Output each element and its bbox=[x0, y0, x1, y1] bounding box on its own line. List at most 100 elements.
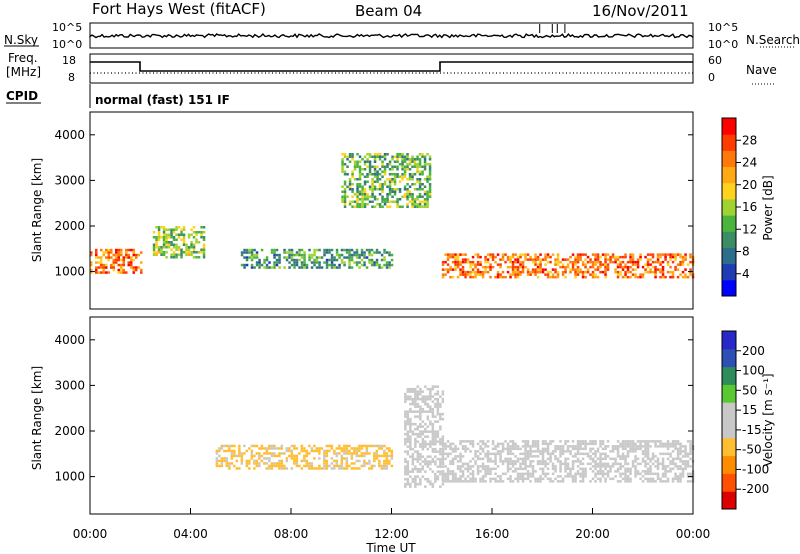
power-cell bbox=[200, 236, 203, 239]
power-cell bbox=[380, 253, 384, 257]
velocity-cell bbox=[594, 467, 597, 471]
power-cell bbox=[265, 256, 269, 259]
power-colorbar-tick-label: 20 bbox=[742, 178, 757, 192]
power-cell bbox=[350, 248, 354, 252]
velocity-cell bbox=[531, 475, 535, 478]
velocity-colorbar-tick-label: -200 bbox=[742, 482, 769, 496]
power-cell bbox=[250, 253, 254, 257]
power-cell bbox=[338, 266, 341, 269]
power-cell bbox=[423, 163, 427, 166]
velocity-cell bbox=[494, 462, 497, 466]
power-cell bbox=[544, 268, 547, 271]
velocity-cell bbox=[549, 457, 552, 461]
velocity-cell bbox=[506, 470, 510, 473]
velocity-cell bbox=[404, 482, 407, 486]
velocity-cell bbox=[629, 470, 632, 473]
velocity-cell bbox=[340, 464, 344, 468]
velocity-cell bbox=[601, 475, 605, 478]
velocity-cell bbox=[441, 472, 445, 476]
velocity-cell bbox=[684, 465, 687, 468]
velocity-cell bbox=[434, 480, 437, 483]
power-cell bbox=[192, 251, 196, 254]
velocity-cell bbox=[404, 450, 407, 453]
power-cell bbox=[273, 248, 276, 252]
velocity-cell bbox=[534, 477, 537, 481]
power-cell bbox=[654, 273, 657, 276]
power-cell bbox=[197, 231, 201, 234]
velocity-cell bbox=[536, 440, 540, 443]
velocity-cell bbox=[646, 480, 650, 483]
velocity-cell bbox=[571, 460, 575, 463]
power-cell bbox=[444, 253, 447, 256]
velocity-cell bbox=[335, 454, 339, 458]
power-cell bbox=[167, 241, 171, 244]
velocity-cell bbox=[280, 444, 284, 448]
power-cell bbox=[273, 263, 276, 267]
velocity-cell bbox=[486, 470, 490, 473]
power-cell bbox=[333, 266, 336, 269]
velocity-cell bbox=[519, 477, 522, 481]
velocity-cell bbox=[661, 457, 665, 461]
velocity-cell bbox=[363, 452, 366, 455]
velocity-cell bbox=[584, 472, 587, 476]
velocity-cell bbox=[298, 464, 301, 468]
velocity-cell bbox=[514, 447, 517, 451]
velocity-cell bbox=[363, 464, 366, 468]
power-cell bbox=[345, 248, 349, 252]
velocity-cell bbox=[436, 385, 440, 388]
freq-label-line2: [MHz] bbox=[6, 65, 41, 79]
power-cell bbox=[549, 255, 552, 259]
power-cell bbox=[112, 258, 115, 262]
velocity-cell bbox=[318, 447, 321, 450]
power-cell bbox=[361, 168, 364, 171]
velocity-cell bbox=[626, 450, 630, 453]
velocity-cell bbox=[313, 444, 316, 448]
power-cell bbox=[348, 183, 352, 186]
velocity-cell bbox=[639, 462, 642, 466]
velocity-cell bbox=[519, 465, 522, 468]
velocity-cell bbox=[599, 470, 602, 473]
velocity-cell bbox=[388, 454, 391, 458]
velocity-cell bbox=[471, 457, 475, 461]
power-cell bbox=[516, 260, 520, 264]
velocity-cell bbox=[634, 457, 637, 461]
power-cell bbox=[526, 273, 530, 276]
velocity-cell bbox=[345, 459, 349, 463]
velocity-cell bbox=[629, 467, 632, 471]
velocity-cell bbox=[659, 442, 662, 446]
velocity-cell bbox=[624, 480, 627, 483]
power-cell bbox=[418, 183, 422, 186]
power-cell bbox=[308, 253, 311, 257]
power-cell bbox=[170, 243, 173, 246]
power-cell bbox=[426, 193, 429, 196]
velocity-cell bbox=[434, 442, 437, 446]
power-cell bbox=[315, 261, 319, 264]
velocity-cell bbox=[474, 480, 477, 483]
velocity-cell bbox=[471, 480, 475, 483]
velocity-cell bbox=[689, 452, 692, 456]
power-cell bbox=[125, 248, 128, 252]
velocity-cell bbox=[436, 465, 440, 468]
power-cell bbox=[611, 255, 615, 259]
velocity-cell bbox=[579, 445, 582, 448]
velocity-cell bbox=[566, 467, 570, 471]
velocity-cell bbox=[426, 415, 430, 418]
velocity-cell bbox=[409, 470, 412, 473]
velocity-cell bbox=[278, 464, 281, 468]
power-cell bbox=[185, 243, 188, 246]
power-cell bbox=[162, 251, 166, 254]
velocity-cell bbox=[671, 450, 675, 453]
power-cell bbox=[202, 256, 206, 259]
velocity-cell bbox=[409, 482, 412, 486]
power-cell bbox=[393, 183, 397, 186]
power-cell bbox=[195, 241, 198, 244]
power-cell bbox=[396, 203, 399, 206]
power-cell bbox=[388, 263, 391, 267]
power-cell bbox=[669, 253, 672, 256]
velocity-cell bbox=[481, 465, 485, 468]
power-cell bbox=[333, 256, 336, 259]
velocity-cell bbox=[218, 459, 221, 463]
velocity-cell bbox=[531, 450, 535, 453]
velocity-cell bbox=[636, 470, 640, 473]
velocity-cell bbox=[245, 464, 249, 468]
